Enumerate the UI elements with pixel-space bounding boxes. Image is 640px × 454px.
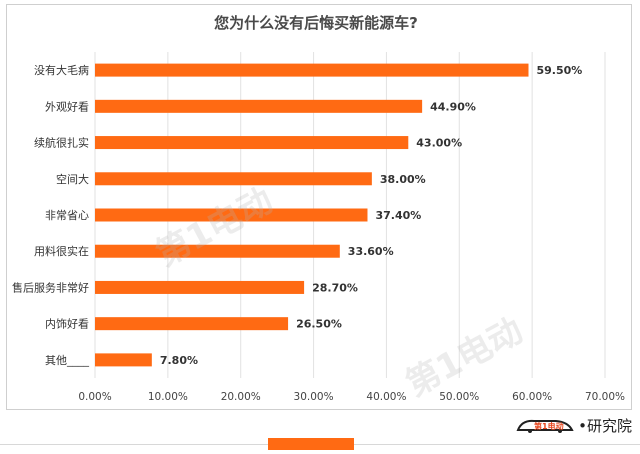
x-axis-tick-labels: 0.00% 10.00% 20.00% 30.00% 40.00% 50.00% 60.00… bbox=[78, 391, 625, 403]
svg-text:第1电动: 第1电动 bbox=[534, 421, 564, 431]
car-logo-icon: 第1电动 bbox=[516, 419, 574, 433]
category-label: 没有大毛病 bbox=[34, 63, 89, 77]
legend-swatch bbox=[268, 438, 354, 450]
brand-text: •研究院 bbox=[578, 416, 632, 435]
value-label: 43.00% bbox=[416, 137, 462, 150]
value-labels: 59.50% 44.90% 43.00% 38.00% 37.40% 33.60% 28.7… bbox=[160, 64, 582, 367]
x-tick-label: 40.00% bbox=[366, 391, 406, 403]
x-tick-label: 10.00% bbox=[148, 391, 188, 403]
value-label: 59.50% bbox=[537, 64, 583, 77]
category-label: 其他____ bbox=[45, 354, 89, 367]
category-label: 外观好看 bbox=[45, 99, 89, 113]
x-tick-label: 50.00% bbox=[439, 391, 479, 403]
bar bbox=[95, 280, 305, 294]
value-label: 37.40% bbox=[375, 209, 421, 222]
category-label: 空间大 bbox=[56, 172, 89, 186]
value-label: 44.90% bbox=[430, 100, 476, 113]
x-tick-label: 70.00% bbox=[585, 391, 625, 403]
value-label: 26.50% bbox=[296, 318, 342, 331]
category-labels: 没有大毛病外观好看续航很扎实空间大非常省心用料很实在售后服务非常好内饰好看其他_… bbox=[12, 63, 89, 367]
bars bbox=[95, 63, 529, 367]
brand-logo: 第1电动 •研究院 bbox=[516, 414, 632, 436]
bar bbox=[95, 208, 368, 222]
bar bbox=[95, 99, 423, 113]
value-label: 38.00% bbox=[380, 173, 426, 186]
x-tick-label: 60.00% bbox=[512, 391, 552, 403]
category-label: 非常省心 bbox=[45, 209, 89, 222]
bar bbox=[95, 172, 372, 186]
category-label: 内饰好看 bbox=[45, 317, 89, 331]
value-label: 33.60% bbox=[348, 245, 394, 258]
x-tick-label: 0.00% bbox=[78, 391, 111, 403]
value-label: 28.70% bbox=[312, 281, 358, 294]
x-tick-label: 20.00% bbox=[221, 391, 261, 403]
bar bbox=[95, 317, 289, 331]
bar bbox=[95, 353, 152, 367]
category-label: 用料很实在 bbox=[34, 244, 89, 258]
chart-title: 您为什么没有后悔买新能源车? bbox=[213, 14, 418, 32]
category-label: 售后服务非常好 bbox=[12, 280, 89, 294]
value-label: 7.80% bbox=[160, 354, 198, 367]
x-tick-label: 30.00% bbox=[294, 391, 334, 403]
bar bbox=[95, 63, 529, 77]
bar bbox=[95, 244, 340, 258]
bar bbox=[95, 136, 409, 150]
category-label: 续航很扎实 bbox=[34, 136, 89, 150]
